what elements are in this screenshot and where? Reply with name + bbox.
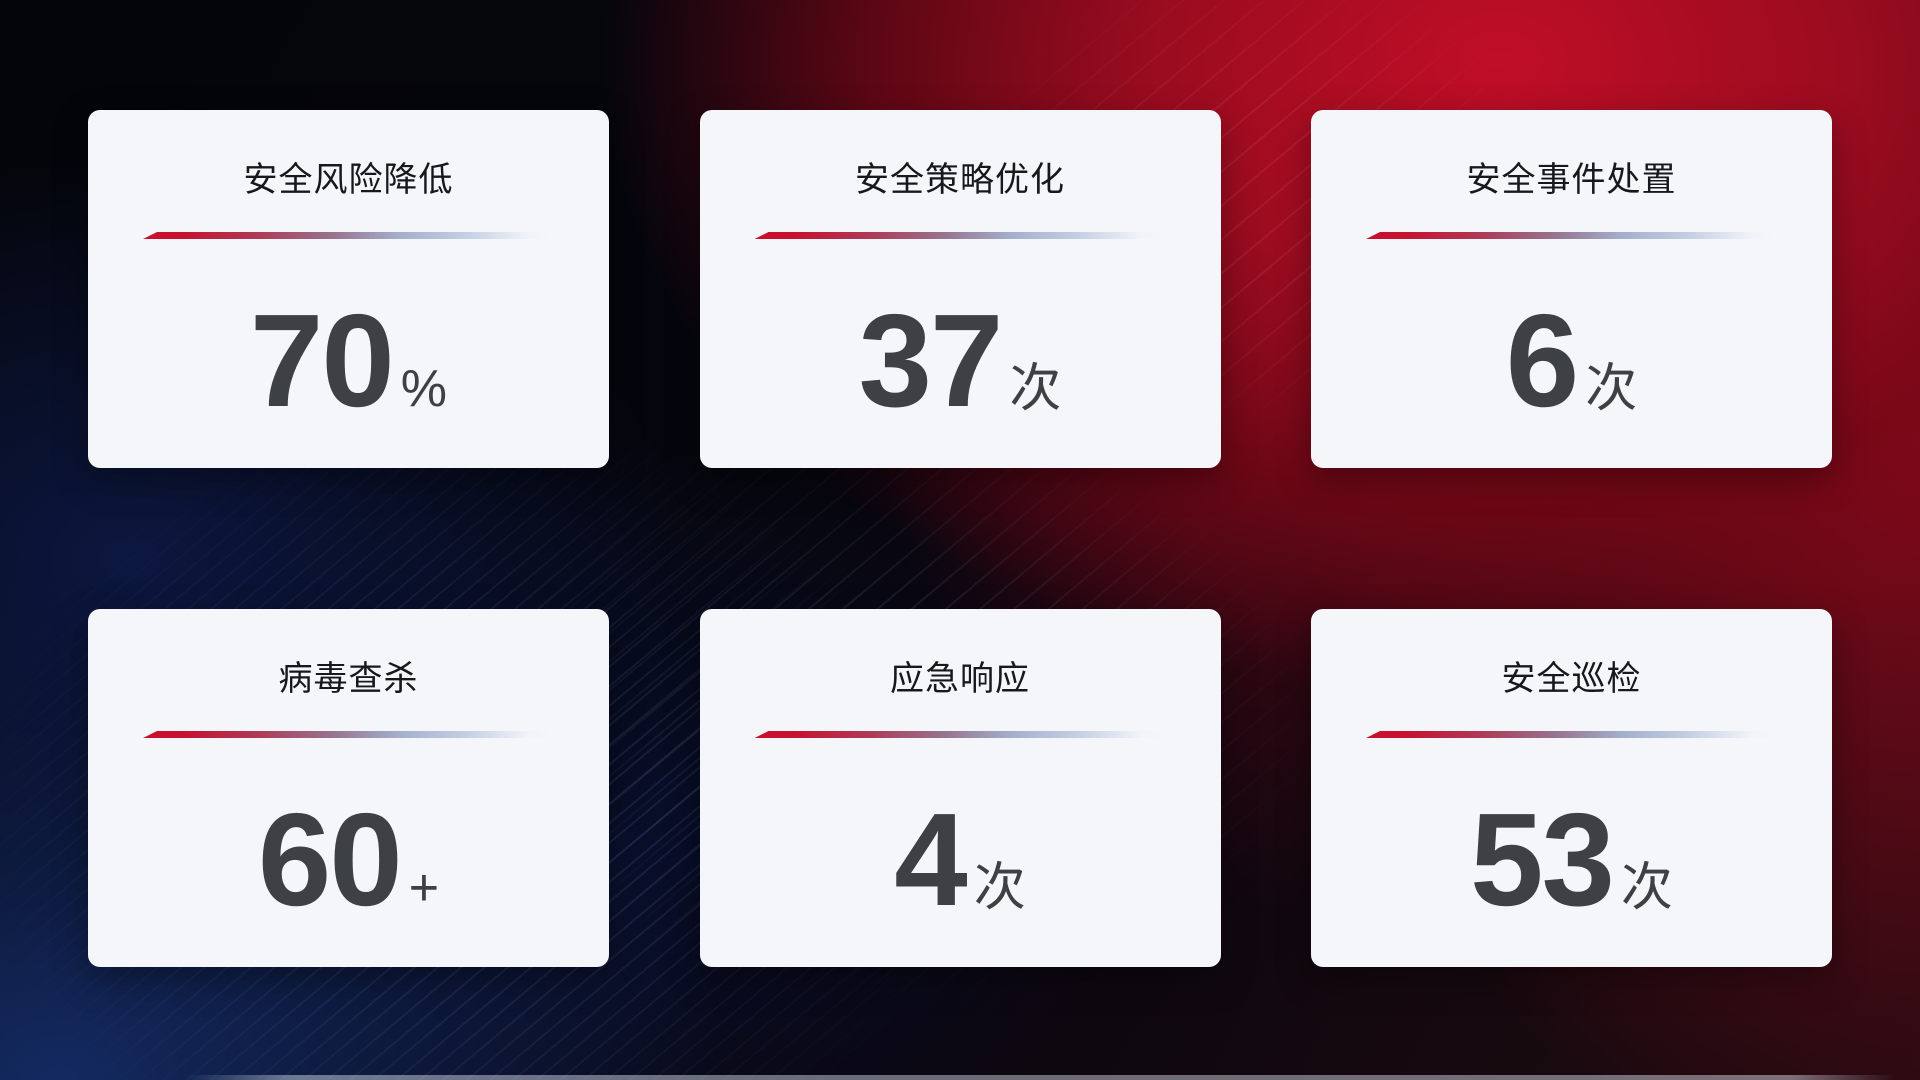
stat-value: 6 次 (1366, 295, 1777, 427)
stat-value: 53 次 (1366, 794, 1777, 926)
stat-card-title: 应急响应 (890, 660, 1030, 698)
stat-number: 70 (249, 287, 395, 434)
stat-value: 4 次 (755, 794, 1166, 926)
stat-card-title: 安全事件处置 (1466, 161, 1677, 199)
stat-unit: 次 (1009, 360, 1062, 418)
stat-card-title: 安全风险降低 (243, 161, 454, 199)
stat-card-incident-handling: 安全事件处置 6 次 (1311, 110, 1832, 468)
stat-value: 37 次 (755, 295, 1166, 427)
divider-line (754, 731, 1166, 738)
stat-number: 37 (858, 287, 1004, 434)
stat-card-title: 安全巡检 (1501, 660, 1642, 698)
divider-line (754, 232, 1166, 239)
stat-card-virus-scan: 病毒查杀 60 + (88, 609, 609, 967)
stat-card-security-inspection: 安全巡检 53 次 (1311, 609, 1832, 967)
stat-unit: 次 (1585, 360, 1638, 418)
stat-unit: % (400, 360, 448, 418)
divider-line (1366, 232, 1777, 239)
stat-card-policy-optimization: 安全策略优化 37 次 (699, 110, 1221, 468)
bottom-edge-strip (185, 1075, 1895, 1080)
stat-number: 4 (894, 786, 967, 933)
stat-number: 6 (1505, 287, 1579, 434)
stat-unit: + (408, 859, 440, 917)
stat-card-title: 安全策略优化 (855, 161, 1065, 199)
stat-card-risk-reduction: 安全风险降低 70 % (88, 110, 609, 468)
stat-value: 60 + (143, 794, 554, 926)
stat-number: 53 (1470, 786, 1615, 933)
divider-line (143, 232, 554, 239)
divider-line (143, 731, 554, 738)
stat-card-grid: 安全风险降低 70 % 安全策略优化 37 次 安全事件处置 6 次 病毒查 (88, 110, 1832, 967)
stat-card-emergency-response: 应急响应 4 次 (699, 609, 1221, 967)
stat-number: 60 (257, 786, 403, 933)
stat-unit: 次 (973, 859, 1026, 917)
stat-card-title: 病毒查杀 (278, 660, 419, 698)
stat-value: 70 % (143, 295, 554, 427)
stat-unit: 次 (1620, 859, 1673, 917)
divider-line (1366, 731, 1777, 738)
